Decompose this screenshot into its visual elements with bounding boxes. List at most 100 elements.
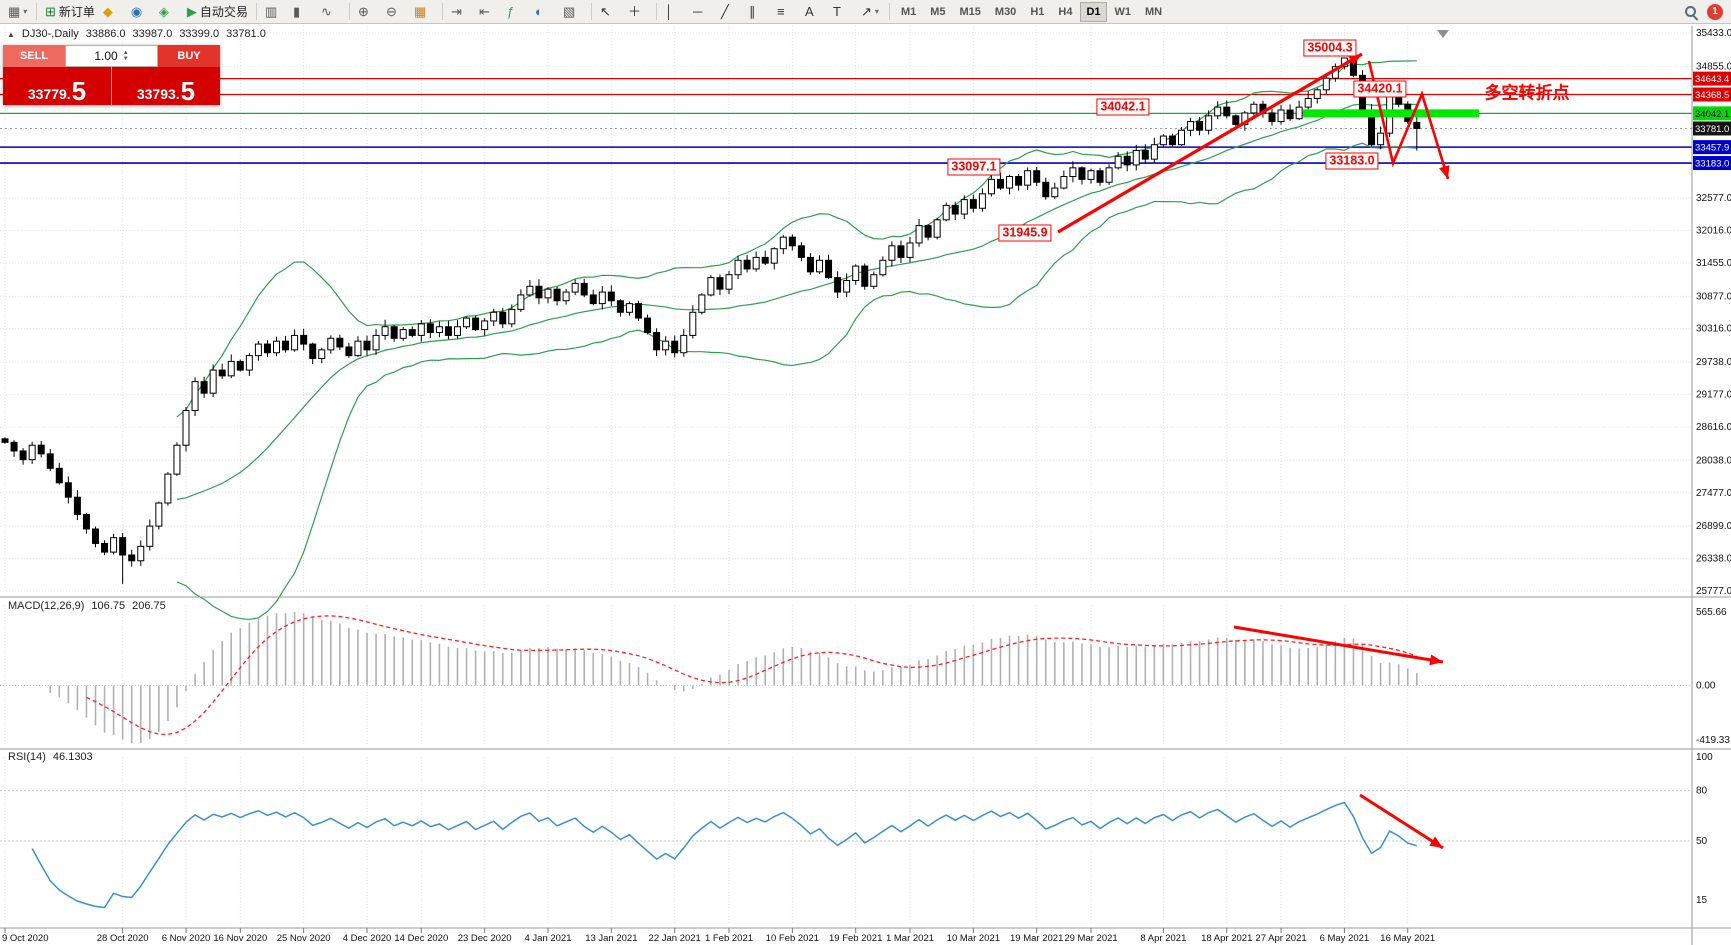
timeframe-m5-button[interactable]: M5 [930,5,946,18]
market-watch-button[interactable]: ◆ [99,1,127,23]
time-axis-label: 9 Oct 2020 [2,933,48,944]
vertical-line-button[interactable]: │ [661,1,689,23]
fibonacci-button[interactable]: ≡ [773,1,801,23]
line-chart-button[interactable]: ∿ [317,1,345,23]
volume-spinner[interactable]: ▲ ▼ [123,50,129,62]
trend-arrow[interactable] [1359,793,1444,850]
indicators-list-button[interactable]: ƒ [503,1,531,23]
dropdown-arrow-icon: ▾ [23,7,28,16]
crosshair-button[interactable]: ＋ [624,1,652,23]
cursor-button[interactable]: ↖ [596,1,624,23]
new-chart-button[interactable]: ▦ ▾ [4,1,32,23]
arrows-icon: ↗ [860,4,872,19]
time-axis-label: 19 Mar 2021 [1010,933,1063,944]
macd-label: MACD(12,26,9) 106.75 206.75 [8,600,166,612]
periods-button[interactable]: ◐ [531,1,559,23]
price-annotation[interactable]: 35004.3 [1303,39,1357,57]
price-axis-label: 31455.0 [1696,258,1731,269]
refresh-button[interactable]: ◈ [155,1,183,23]
sell-price[interactable]: 33779. 5 [3,67,112,105]
timeframe-m15-button[interactable]: M15 [959,5,981,18]
candles-layer [1,53,1421,584]
price-annotation[interactable]: 31945.9 [998,224,1052,242]
price-annotation[interactable]: 34042.1 [1096,98,1150,116]
close-value: 33781.0 [226,28,266,40]
toolbar-separator [348,3,350,20]
spin-up-icon[interactable]: ▲ [122,50,129,56]
time-axis-label: 10 Mar 2021 [947,933,1000,944]
sell-price-main: 33779. [27,86,71,102]
timeframe-h4-button[interactable]: H4 [1058,5,1073,18]
bar-chart-button[interactable]: ▥ [261,1,289,23]
zoom-out-button[interactable]: ⊖ [382,1,410,23]
cursor-icon: ↖ [599,4,611,19]
chart-shift-button[interactable]: ⇤ [475,1,503,23]
arrows-button[interactable]: ↗ ▾ [857,1,885,23]
notifications-badge[interactable]: 1 [1707,3,1723,20]
time-axis-label: 16 May 2021 [1380,933,1435,944]
autotrading-button[interactable]: ▶ 自动交易 [183,1,252,23]
toolbar-separator [888,3,890,20]
chart-shift-marker[interactable] [1437,30,1449,38]
auto-scroll-icon: ⇥ [450,4,462,19]
price-badge [1693,121,1731,136]
price-annotation[interactable]: 33097.1 [947,158,1001,176]
text-button[interactable]: A [801,1,829,23]
price-annotation[interactable]: 34420.1 [1353,80,1407,98]
dropdown-arrow-icon: ▾ [874,7,879,16]
trend-arrow[interactable] [1367,60,1450,180]
bar-chart-icon: ▥ [264,4,278,19]
new-order-button[interactable]: ⊞ 新订单 [41,1,99,23]
buy-price[interactable]: 33793. 5 [112,67,220,105]
macd-signal-value: 206.75 [132,600,166,612]
price-axis-label: 27477.0 [1696,488,1731,499]
refresh-icon: ◈ [158,4,169,19]
timeframe-m1-button[interactable]: M1 [900,5,917,18]
zoom-in-button[interactable]: ⊕ [354,1,382,23]
toolbar: ▦ ▾ ⊞ 新订单 ◆ ◉ ◈ ▶ 自动交易 ▥ ▮ ∿ ⊕ ⊖ ▦ ⇥ ⇤ ƒ ◐ ▧ ↖ ＋ │ ─ ╱ ∥ ≡ A T ↗ ▾ M1 M5… [0,0,1731,24]
crosshair-icon: ＋ [627,4,641,19]
timeframe-mn-button[interactable]: MN [1145,5,1163,18]
autotrading-button-label: 自动交易 [199,5,248,19]
buy-button[interactable]: BUY [158,45,220,67]
horizontal-line-button[interactable]: ─ [689,1,717,23]
timeframe-h1-button[interactable]: H1 [1030,5,1045,18]
arrowhead-icon [1439,165,1450,179]
price-annotation[interactable]: 33183.0 [1325,152,1379,170]
channel-button[interactable]: ∥ [745,1,773,23]
toolbar-separator [441,3,443,20]
price-axis-label: 34855.0 [1696,61,1731,72]
auto-scroll-button[interactable]: ⇥ [447,1,475,23]
toolbar-separator [255,3,257,20]
candlestick-chart-button[interactable]: ▮ [289,1,317,23]
search-icon[interactable] [1683,4,1699,20]
time-axis-label: 25 Nov 2020 [277,933,331,944]
trendline-button[interactable]: ╱ [717,1,745,23]
one-click-toggle-icon[interactable]: ▲ [7,29,15,39]
bollinger-upper-band [176,60,1417,418]
data-window-button[interactable]: ◉ [127,1,155,23]
zoom-in-icon: ⊕ [357,4,369,19]
spin-down-icon[interactable]: ▼ [122,56,129,62]
time-axis-label: 6 May 2021 [1320,933,1370,944]
price-badge [1693,156,1731,171]
sell-button[interactable]: SELL [3,45,65,67]
templates-button[interactable]: ▧ [559,1,587,23]
label-button[interactable]: T [829,1,857,23]
trend-arrow[interactable] [1233,625,1444,664]
volume-input[interactable]: 1.00 ▲ ▼ [65,45,158,67]
timeframe-d1-button[interactable]: D1 [1080,1,1107,22]
price-badge-value: 33781.0 [1695,124,1729,135]
tile-windows-icon: ▦ [413,4,427,19]
tile-windows-button[interactable]: ▦ [410,1,438,23]
chart-note[interactable]: 多空转折点 [1484,83,1570,103]
bollinger-middle-band [176,103,1417,500]
timeframe-w1-button[interactable]: W1 [1114,5,1132,18]
new-order-button-label: 新订单 [58,5,95,19]
chart-shift-icon: ⇤ [478,4,490,19]
timeframe-m30-button[interactable]: M30 [994,5,1017,18]
trend-arrow[interactable] [1057,52,1363,234]
price-badge [1693,106,1731,121]
price-axis-label: 29738.0 [1696,357,1731,368]
